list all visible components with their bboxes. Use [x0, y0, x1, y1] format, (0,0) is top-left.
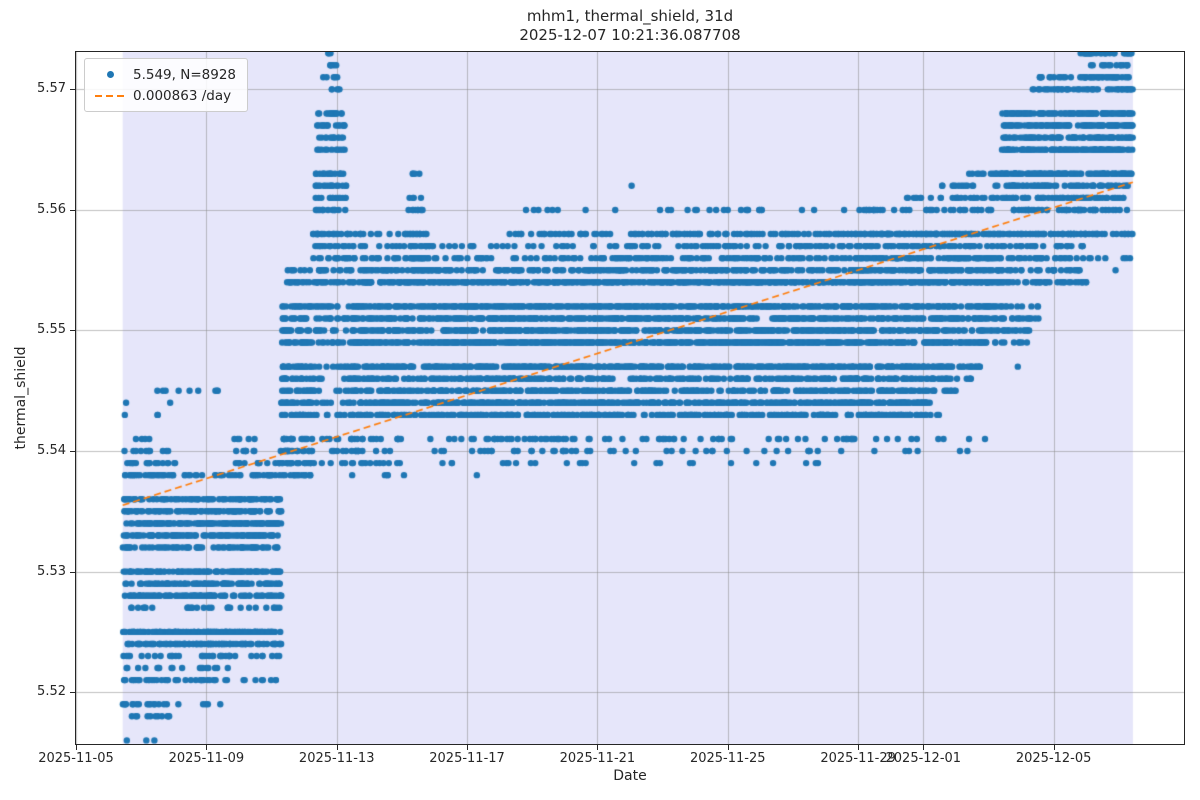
chart-subtitle: 2025-12-07 10:21:36.087708	[519, 26, 741, 44]
x-tick-label: 2025-11-05	[38, 751, 114, 766]
y-tick-mark	[70, 330, 75, 332]
legend-item-label: 5.549, N=8928	[133, 66, 236, 83]
legend-item: 5.549, N=8928	[93, 64, 236, 85]
trend-line-icon	[95, 94, 125, 97]
x-tick-label: 2025-12-01	[885, 751, 962, 766]
x-axis-label: Date	[613, 768, 647, 784]
y-tick-mark	[70, 571, 75, 573]
x-tick-label: 2025-11-09	[168, 751, 245, 766]
x-tick-label: 2025-11-17	[429, 751, 505, 766]
scatter-marker-icon	[106, 71, 114, 78]
legend-item-label: 0.000863 /day	[133, 87, 232, 104]
x-tick-label: 2025-12-05	[1015, 751, 1092, 766]
x-tick-label: 2025-11-21	[559, 751, 636, 766]
x-tick-mark	[727, 745, 729, 750]
axes-border	[75, 51, 1185, 745]
chart-title-block: mhm1, thermal_shield, 31d 2025-12-07 10:…	[76, 7, 1184, 45]
x-tick-mark	[923, 745, 925, 750]
y-tick-label: 5.52	[37, 683, 66, 699]
y-tick-mark	[70, 692, 75, 694]
y-tick-label: 5.56	[37, 201, 66, 217]
x-tick-mark	[467, 745, 469, 750]
x-tick-mark	[76, 745, 77, 750]
scatter-plot-canvas	[76, 52, 1184, 744]
legend-item: 0.000863 /day	[93, 85, 236, 106]
x-tick-mark	[336, 745, 338, 750]
y-tick-mark	[70, 89, 75, 91]
y-tick-label: 5.55	[37, 322, 66, 338]
x-tick-label: 2025-11-13	[298, 751, 375, 766]
y-tick-label: 5.54	[37, 442, 66, 458]
x-tick-mark	[597, 745, 599, 750]
x-tick-mark	[1053, 745, 1055, 750]
x-tick-mark	[858, 745, 860, 750]
y-tick-label: 5.57	[37, 81, 66, 97]
x-tick-label: 2025-11-29	[820, 751, 896, 766]
chart-title: mhm1, thermal_shield, 31d	[526, 7, 734, 25]
x-tick-mark	[206, 745, 208, 750]
legend: 5.549, N=8928 0.000863 /day	[84, 58, 248, 112]
y-tick-mark	[70, 209, 75, 211]
y-tick-mark	[70, 451, 75, 453]
x-tick-label: 2025-11-25	[689, 751, 766, 766]
y-axis-label: thermal_shield	[13, 346, 29, 450]
y-tick-label: 5.53	[37, 563, 66, 579]
